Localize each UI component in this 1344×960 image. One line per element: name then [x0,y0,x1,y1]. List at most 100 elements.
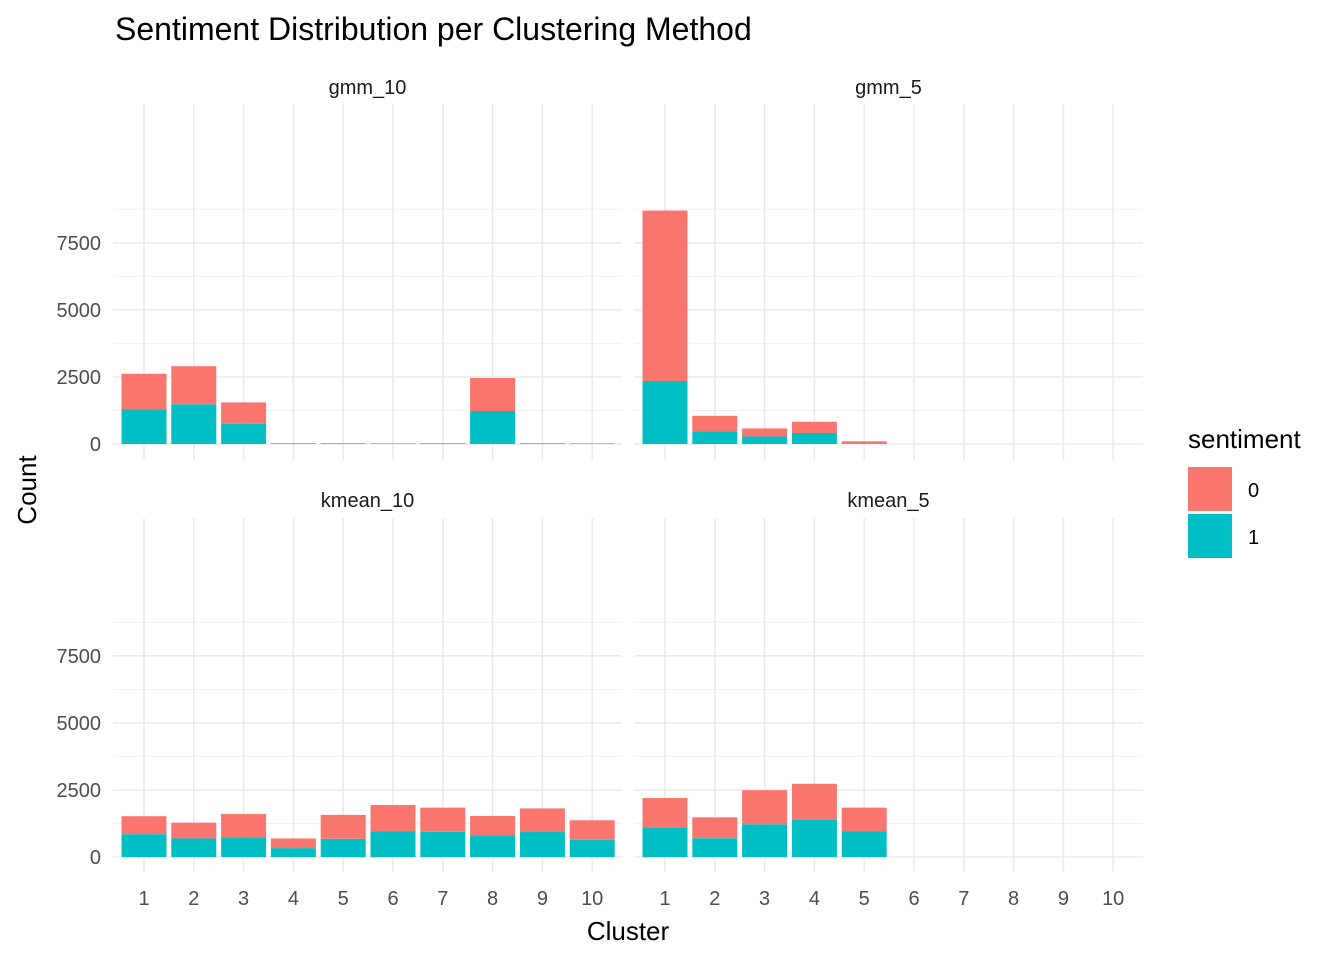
x-tick-label: 9 [1058,888,1069,910]
x-tick-label: 10 [581,888,603,910]
bar-kmean_10-cluster-1-sentiment-0 [121,816,167,835]
bar-gmm_10-cluster-3-sentiment-1 [221,423,267,444]
bar-kmean_5-cluster-4-sentiment-1 [791,819,837,857]
bar-kmean_10-cluster-1-sentiment-1 [121,834,167,857]
bar-gmm_10-cluster-1-sentiment-0 [121,373,167,410]
y-tick-label: 2500 [57,780,102,802]
y-tick-label: 5000 [57,713,102,735]
bar-kmean_5-cluster-1-sentiment-1 [642,827,688,857]
bar-kmean_10-cluster-2-sentiment-0 [171,822,217,839]
bar-gmm_10-cluster-4-sentiment-1 [270,443,316,444]
x-tick-label: 2 [188,888,199,910]
x-tick-label: 10 [1102,888,1124,910]
facet-label: kmean_5 [847,490,929,512]
bar-kmean_10-cluster-4-sentiment-1 [270,848,316,857]
bar-gmm_5-cluster-4-sentiment-1 [791,432,837,444]
facet-kmean_10: kmean_10 [113,490,622,872]
x-tick-label: 1 [138,888,149,910]
bar-kmean_5-cluster-3-sentiment-0 [742,790,788,825]
bar-kmean_10-cluster-4-sentiment-0 [270,838,316,849]
bar-kmean_10-cluster-8-sentiment-0 [470,815,516,836]
bar-kmean_10-cluster-10-sentiment-1 [569,839,615,857]
bar-kmean_10-cluster-5-sentiment-0 [320,814,366,839]
x-tick-label: 1 [659,888,670,910]
bar-gmm_5-cluster-1-sentiment-0 [642,210,688,381]
bar-kmean_10-cluster-5-sentiment-1 [320,838,366,857]
bar-gmm_10-cluster-2-sentiment-1 [171,404,217,444]
bar-kmean_5-cluster-5-sentiment-1 [841,831,887,857]
bar-kmean_10-cluster-2-sentiment-1 [171,838,217,857]
bar-kmean_10-cluster-9-sentiment-0 [519,808,565,833]
x-tick-label: 3 [759,888,770,910]
x-tick-label: 2 [709,888,720,910]
facet-kmean_5: kmean_5 [634,490,1143,872]
x-tick-label: 3 [238,888,249,910]
x-tick-label: 5 [859,888,870,910]
x-axis-title: Cluster [587,916,670,946]
y-tick-label: 7500 [57,233,102,255]
bar-gmm_5-cluster-3-sentiment-1 [742,436,788,444]
bar-kmean_5-cluster-5-sentiment-0 [841,807,887,832]
facet-label: kmean_10 [321,490,414,512]
y-axis-ticks: 0 2500 5000 7500 0 2500 5000 7500 [57,233,102,869]
legend-key-1 [1188,514,1232,558]
bar-kmean_10-cluster-3-sentiment-0 [221,814,267,838]
x-tick-label: 4 [288,888,299,910]
bar-kmean_10-cluster-7-sentiment-1 [420,831,466,857]
x-tick-label: 6 [908,888,919,910]
bar-gmm_5-cluster-2-sentiment-0 [692,415,738,432]
bar-gmm_10-cluster-6-sentiment-0 [370,443,416,444]
x-tick-label: 7 [958,888,969,910]
y-tick-label: 7500 [57,646,102,668]
bar-gmm_10-cluster-8-sentiment-1 [470,410,516,444]
bar-kmean_5-cluster-1-sentiment-0 [642,797,688,828]
bar-kmean_10-cluster-10-sentiment-0 [569,820,615,840]
x-tick-label: 6 [387,888,398,910]
bar-kmean_10-cluster-7-sentiment-0 [420,807,466,832]
legend-label-0: 0 [1248,480,1259,502]
bar-gmm_10-cluster-8-sentiment-0 [470,377,516,411]
x-axis-ticks: 1 2 3 4 5 6 7 8 9 10 1 2 3 4 5 6 7 8 9 10 [138,888,1124,910]
bar-gmm_10-cluster-9-sentiment-1 [519,443,565,444]
bar-kmean_10-cluster-8-sentiment-1 [470,835,516,857]
bar-kmean_5-cluster-2-sentiment-1 [692,838,738,857]
bar-gmm_10-cluster-3-sentiment-0 [221,402,267,424]
bar-gmm_5-cluster-5-sentiment-0 [841,441,887,444]
bar-gmm_5-cluster-4-sentiment-0 [791,421,837,433]
x-tick-label: 8 [487,888,498,910]
y-tick-label: 2500 [57,367,102,389]
x-tick-label: 9 [537,888,548,910]
facet-label: gmm_10 [329,77,407,99]
facet-gmm_10: gmm_10 [113,77,622,460]
x-tick-label: 5 [338,888,349,910]
x-tick-label: 8 [1008,888,1019,910]
bar-gmm_10-cluster-2-sentiment-0 [171,366,217,405]
chart-title: Sentiment Distribution per Clustering Me… [115,11,752,47]
legend: sentiment 0 1 [1188,424,1301,558]
bar-kmean_10-cluster-6-sentiment-1 [370,831,416,857]
bar-gmm_10-cluster-7-sentiment-1 [420,443,466,444]
x-tick-label: 4 [809,888,820,910]
bar-kmean_10-cluster-9-sentiment-1 [519,832,565,857]
bar-gmm_5-cluster-3-sentiment-0 [742,428,788,437]
bar-gmm_5-cluster-1-sentiment-1 [642,380,688,444]
bar-kmean_10-cluster-3-sentiment-1 [221,837,267,857]
bar-kmean_5-cluster-2-sentiment-0 [692,817,738,839]
bar-kmean_5-cluster-3-sentiment-1 [742,824,788,857]
y-axis-title: Count [12,455,42,525]
bar-kmean_5-cluster-4-sentiment-0 [791,783,837,820]
bar-gmm_10-cluster-1-sentiment-1 [121,409,167,444]
bar-gmm_10-cluster-10-sentiment-0 [569,443,615,444]
legend-label-1: 1 [1248,527,1259,549]
bar-kmean_10-cluster-6-sentiment-0 [370,804,416,832]
facet-label: gmm_5 [855,77,922,99]
bar-gmm_10-cluster-5-sentiment-1 [320,443,366,444]
y-tick-label: 0 [90,434,101,456]
y-tick-label: 5000 [57,300,102,322]
facet-panels: gmm_10 gmm_5 kmean_10 kmean_5 [113,77,1143,872]
bar-gmm_5-cluster-2-sentiment-1 [692,431,738,444]
y-tick-label: 0 [90,847,101,869]
legend-key-0 [1188,467,1232,511]
x-tick-label: 7 [437,888,448,910]
